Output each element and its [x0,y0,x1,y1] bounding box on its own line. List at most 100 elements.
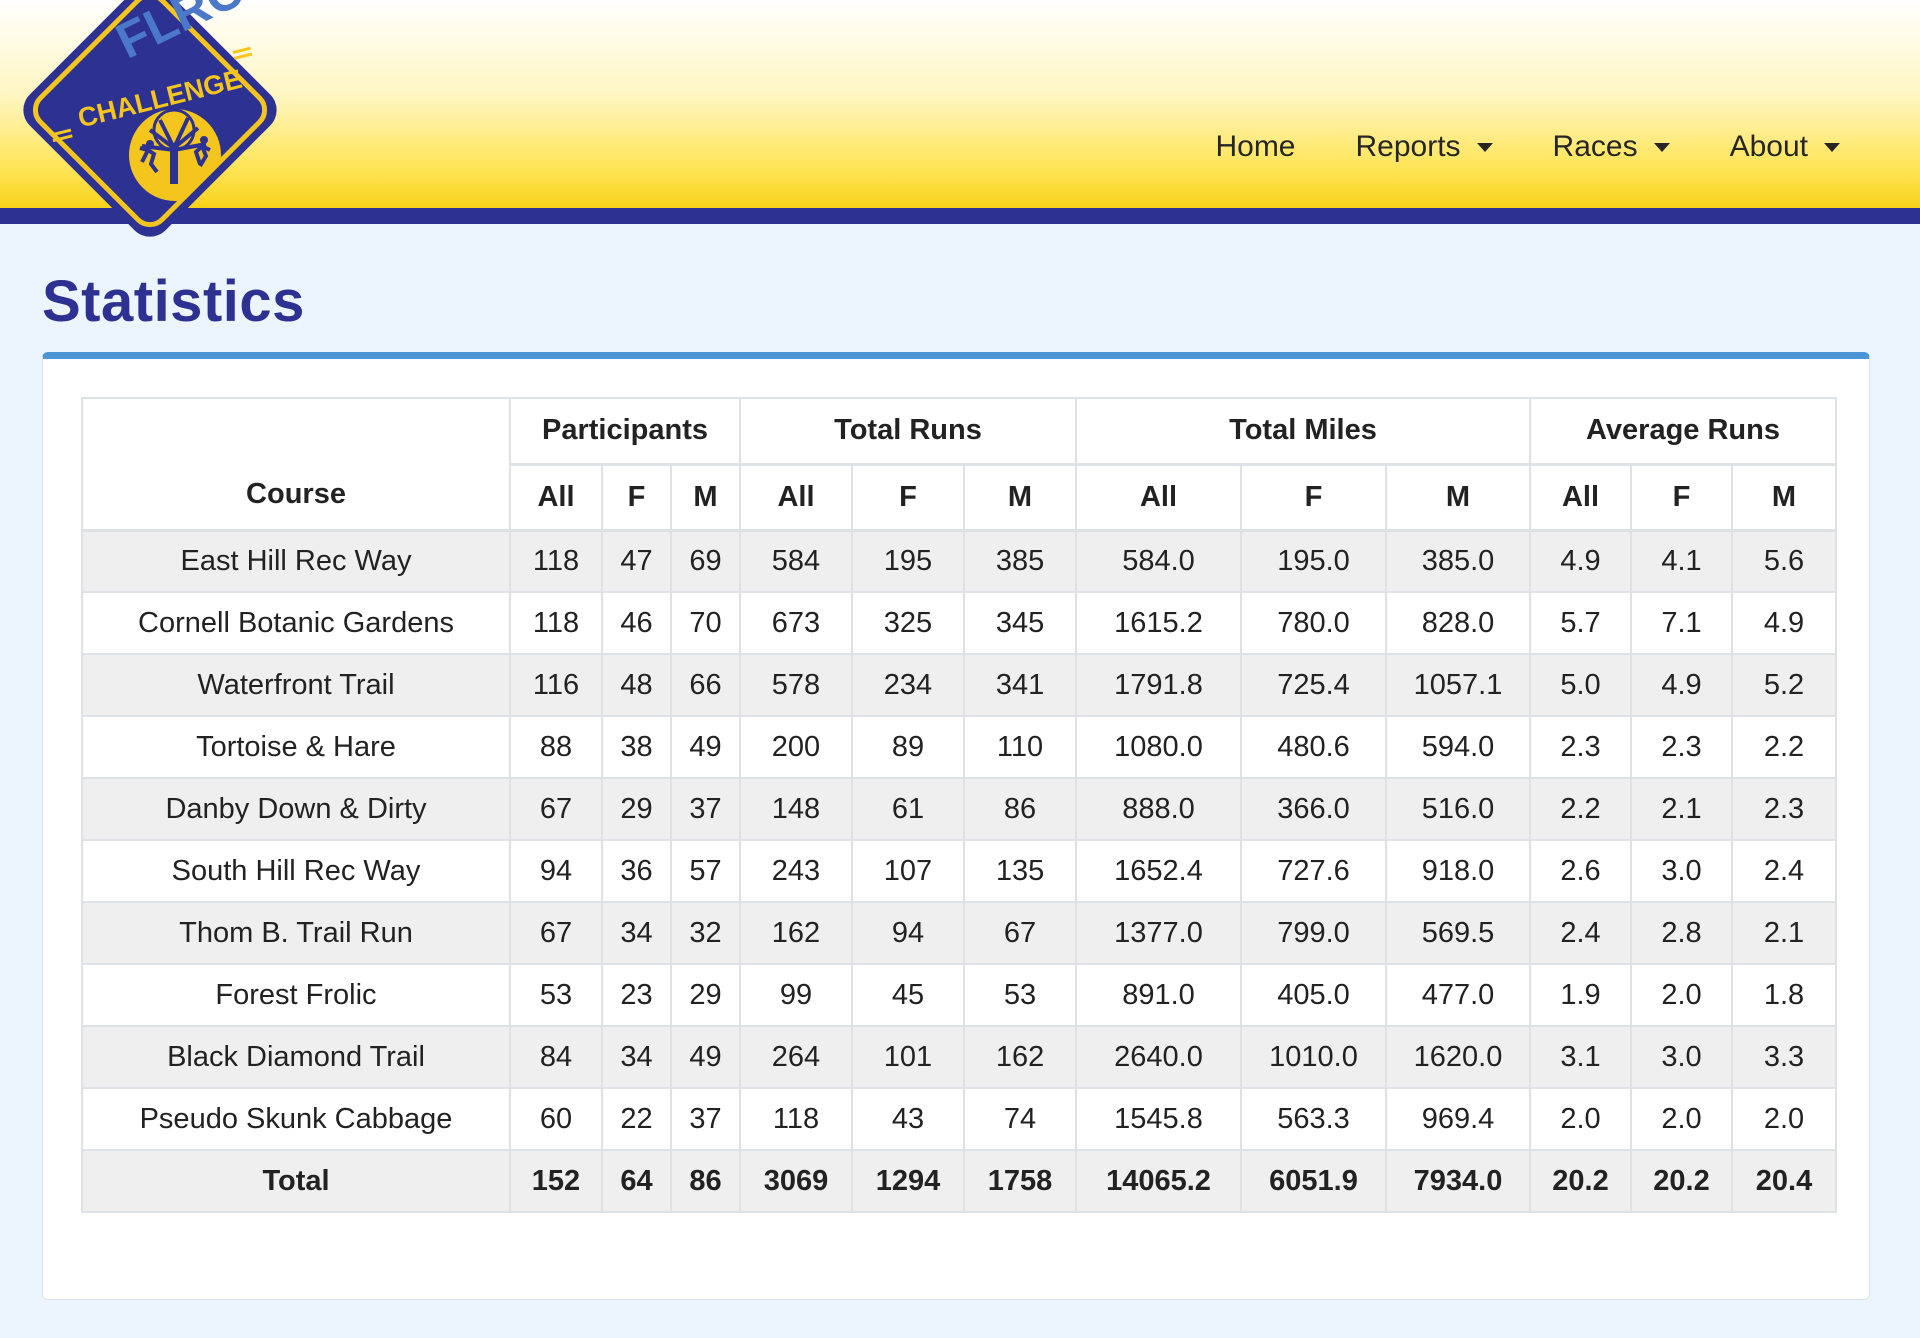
table-cell: 1057.1 [1385,653,1532,717]
table-cell: 57 [670,839,741,903]
table-cell: 799.0 [1240,901,1388,965]
table-cell: 969.4 [1385,1087,1532,1151]
total-cell: 20.2 [1529,1149,1633,1213]
table-cell: 3.1 [1529,1025,1633,1089]
table-cell: 366.0 [1240,777,1388,841]
table-cell: 43 [851,1087,965,1151]
table-cell: 67 [509,777,603,841]
table-cell: 2.1 [1630,777,1734,841]
total-cell: 14065.2 [1075,1149,1243,1213]
col-header[interactable]: M [670,463,741,532]
table-cell: 94 [851,901,965,965]
table-cell: 23 [601,963,672,1027]
table-cell: 22 [601,1087,672,1151]
table-cell: 405.0 [1240,963,1388,1027]
table-cell: 385 [962,529,1078,593]
course-name-cell: Thom B. Trail Run [81,901,511,965]
col-header[interactable]: All [1075,463,1243,532]
table-cell: 3.3 [1731,1025,1838,1089]
table-cell: 84 [509,1025,603,1089]
group-header-average-runs: Average Runs [1529,397,1838,466]
caret-down-icon [1653,142,1670,152]
table-cell: 86 [962,777,1078,841]
table-cell: 61 [851,777,965,841]
table-cell: 2.8 [1630,901,1734,965]
table-cell: 2640.0 [1075,1025,1243,1089]
table-row: Forest Frolic 53 23 29 99 45 53 891.0 405.0 477.0… [81,963,1838,1027]
table-cell: 2.3 [1529,715,1633,779]
total-label: Total [81,1149,511,1213]
table-cell: 891.0 [1075,963,1243,1027]
table-cell: 7.1 [1630,591,1734,655]
table-cell: 38 [601,715,672,779]
table-cell: 2.4 [1529,901,1633,965]
table-cell: 2.1 [1731,901,1838,965]
table-cell: 29 [670,963,741,1027]
col-header[interactable]: F [851,463,965,532]
table-cell: 53 [962,963,1078,1027]
table-cell: 88 [509,715,603,779]
table-cell: 725.4 [1240,653,1388,717]
col-header[interactable]: F [1630,463,1734,532]
table-row: Thom B. Trail Run 67 34 32 162 94 67 1377.0 799.… [81,901,1838,965]
table-row: Waterfront Trail 116 48 66 578 234 341 1791.8 72… [81,653,1838,717]
table-cell: 49 [670,715,741,779]
nav-home[interactable]: Home [1215,130,1295,164]
total-cell: 3069 [739,1149,853,1213]
total-cell: 1758 [962,1149,1078,1213]
table-cell: 37 [670,1087,741,1151]
nav-races-dropdown[interactable]: Races [1553,130,1670,164]
table-cell: 584 [739,529,853,593]
course-header[interactable]: Course [81,397,511,532]
col-header[interactable]: All [739,463,853,532]
table-cell: 60 [509,1087,603,1151]
table-cell: 2.4 [1731,839,1838,903]
table-cell: 325 [851,591,965,655]
table-row: South Hill Rec Way 94 36 57 243 107 135 1652.4 7… [81,839,1838,903]
table-cell: 2.3 [1630,715,1734,779]
col-header[interactable]: All [1529,463,1633,532]
table-cell: 162 [962,1025,1078,1089]
flrc-challenge-logo[interactable]: FLRC CHALLENGE [10,0,290,250]
table-row: East Hill Rec Way 118 47 69 584 195 385 584.0 19… [81,529,1838,593]
group-header-row: Course Participants Total Runs Total Mil… [81,397,1838,532]
table-row: Danby Down & Dirty 67 29 37 148 61 86 888.0 366.… [81,777,1838,841]
statistics-table-body: East Hill Rec Way 118 47 69 584 195 385 584.0 19… [81,529,1838,1151]
course-name-cell: Black Diamond Trail [81,1025,511,1089]
table-cell: 2.2 [1731,715,1838,779]
table-cell: 727.6 [1240,839,1388,903]
total-row: Total 152 64 86 3069 1294 1758 14065.2 6… [81,1149,1838,1213]
total-cell: 64 [601,1149,672,1213]
nav-about-dropdown[interactable]: About [1730,130,1840,164]
col-header[interactable]: F [1240,463,1388,532]
nav-reports-dropdown[interactable]: Reports [1356,130,1493,164]
table-cell: 578 [739,653,853,717]
table-cell: 118 [509,529,603,593]
col-header[interactable]: M [1385,463,1532,532]
table-cell: 118 [509,591,603,655]
table-cell: 107 [851,839,965,903]
table-cell: 69 [670,529,741,593]
group-header-total-miles: Total Miles [1075,397,1532,466]
total-cell: 152 [509,1149,603,1213]
col-header[interactable]: M [1731,463,1838,532]
table-cell: 584.0 [1075,529,1243,593]
table-cell: 46 [601,591,672,655]
table-cell: 135 [962,839,1078,903]
col-header[interactable]: M [962,463,1078,532]
table-cell: 34 [601,901,672,965]
course-name-cell: Pseudo Skunk Cabbage [81,1087,511,1151]
table-row: Tortoise & Hare 88 38 49 200 89 110 1080.0 480.6… [81,715,1838,779]
col-header[interactable]: All [509,463,603,532]
main-nav: Home Reports Races About [1155,130,1840,164]
col-header[interactable]: F [601,463,672,532]
table-cell: 2.0 [1529,1087,1633,1151]
table-cell: 1080.0 [1075,715,1243,779]
table-cell: 673 [739,591,853,655]
table-cell: 828.0 [1385,591,1532,655]
table-cell: 48 [601,653,672,717]
table-cell: 345 [962,591,1078,655]
total-cell: 6051.9 [1240,1149,1388,1213]
table-cell: 195 [851,529,965,593]
table-cell: 110 [962,715,1078,779]
